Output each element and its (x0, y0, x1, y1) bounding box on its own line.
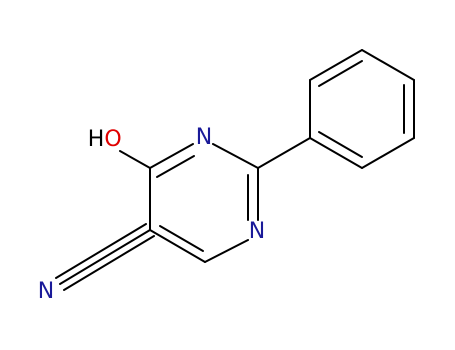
atom-label: N (38, 279, 54, 304)
bond (156, 155, 195, 178)
bond (212, 143, 259, 169)
bond (361, 49, 415, 81)
bonds (55, 49, 415, 291)
bond (318, 60, 363, 87)
bond (309, 49, 363, 81)
atom-label: N (249, 219, 265, 244)
atom-label: N (196, 125, 212, 150)
bond (361, 137, 415, 169)
bond (159, 225, 204, 252)
bond (318, 131, 363, 158)
bond (257, 137, 311, 169)
bond (204, 239, 249, 263)
bond (149, 229, 206, 263)
bond (119, 150, 151, 169)
bond (63, 235, 155, 291)
bond (309, 137, 363, 169)
bond (149, 143, 194, 169)
bond (55, 223, 147, 279)
bond (59, 229, 151, 285)
atom-label: O (104, 127, 121, 152)
atom-label: H (88, 127, 105, 152)
